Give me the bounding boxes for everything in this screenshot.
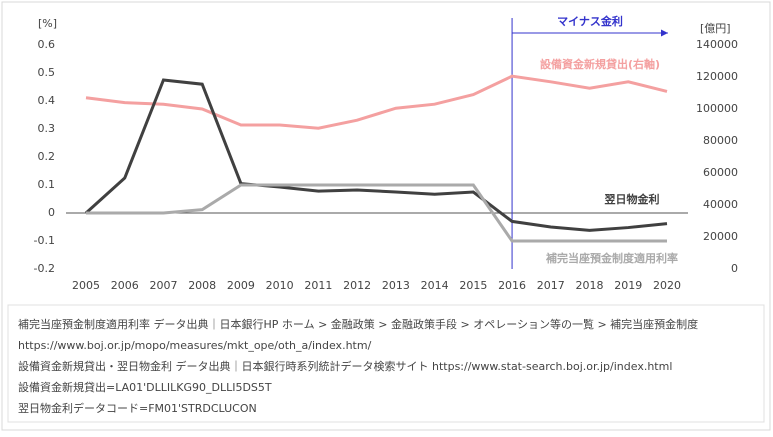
x-tick-label: 2010 — [266, 279, 294, 292]
x-tick-label: 2014 — [421, 279, 449, 292]
x-tick-label: 2006 — [111, 279, 139, 292]
x-tick-label: 2020 — [653, 279, 681, 292]
y-tick-label: 0.4 — [38, 94, 56, 107]
x-tick-label: 2007 — [149, 279, 177, 292]
y-tick-label: 0.1 — [38, 178, 56, 191]
x-tick-label: 2016 — [498, 279, 526, 292]
x-tick-label: 2013 — [382, 279, 410, 292]
y-tick-label: 0.5 — [38, 66, 56, 79]
note: 補完当座預金制度適用利率 データ出典｜日本銀行HP ホーム > 金融政策 > 金… — [18, 317, 698, 331]
note: 翌日物金利データコード=FM01'STRDCLUCON — [18, 401, 257, 415]
series-line — [86, 183, 667, 243]
note: https://www.boj.or.jp/mopo/measures/mkt_… — [18, 339, 372, 352]
y2-tick-label: 120000 — [696, 70, 738, 83]
y-tick-label: 0.2 — [38, 150, 56, 163]
x-tick-label: 2009 — [227, 279, 255, 292]
y2-axis-label: [億円] — [700, 22, 731, 35]
y2-tick-label: 20000 — [703, 230, 738, 243]
x-tick-label: 2018 — [576, 279, 604, 292]
x-tick-label: 2005 — [72, 279, 100, 292]
series-label: 補完当座預金制度適用利率 — [545, 251, 678, 265]
y-tick-label: 0.3 — [38, 122, 56, 135]
series-label: 設備資金新規貸出(右軸) — [540, 57, 660, 71]
series-label: 翌日物金利 — [605, 192, 660, 206]
note: 設備資金新規貸出・翌日物金利 データ出典｜日本銀行時系列統計データ検索サイト h… — [18, 359, 672, 373]
y2-tick-label: 0 — [731, 262, 738, 275]
y2-tick-label: 80000 — [703, 134, 738, 147]
y2-tick-label: 60000 — [703, 166, 738, 179]
x-tick-label: 2015 — [459, 279, 487, 292]
x-tick-label: 2019 — [614, 279, 642, 292]
arrow-head — [661, 29, 668, 37]
note: 設備資金新規貸出=LA01'DLLILKG90_DLLI5DS5T — [18, 380, 272, 394]
annotation: マイナス金利 — [557, 14, 623, 28]
y-tick-label: -0.1 — [34, 234, 55, 247]
x-tick-label: 2011 — [304, 279, 332, 292]
x-tick-label: 2008 — [188, 279, 216, 292]
y2-tick-label: 40000 — [703, 198, 738, 211]
notes-box — [7, 304, 765, 423]
y-tick-label: 0.6 — [38, 38, 56, 51]
y-tick-label: 0 — [48, 206, 55, 219]
y2-tick-label: 100000 — [696, 102, 738, 115]
series-line — [85, 74, 668, 130]
series-line — [84, 78, 668, 232]
y2-tick-label: 140000 — [696, 38, 738, 51]
x-tick-label: 2017 — [537, 279, 565, 292]
x-tick-label: 2012 — [343, 279, 371, 292]
y-axis-label: [%] — [38, 17, 57, 30]
y-tick-label: -0.2 — [34, 262, 55, 275]
